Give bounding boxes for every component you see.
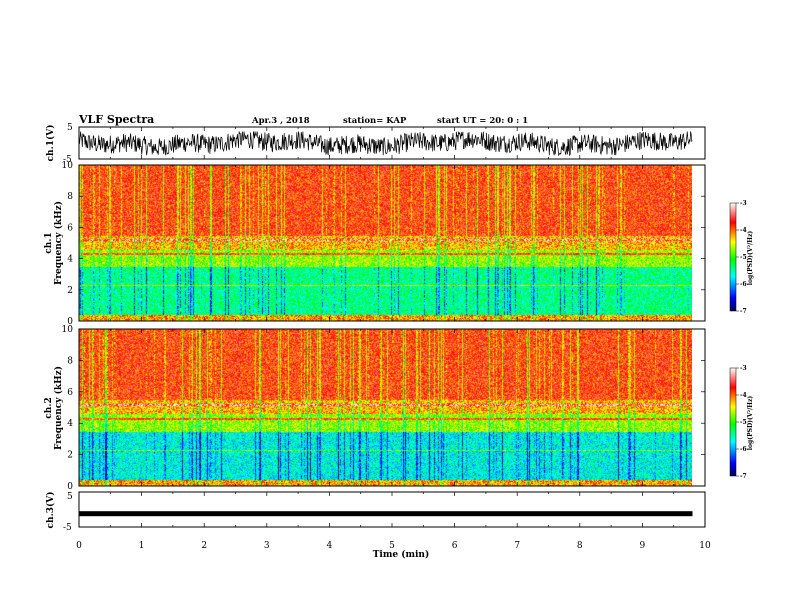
ch2-colorbar-label: log(PSD)(V²/Hz) (747, 396, 754, 451)
colorbar-tick-label: -3 (740, 200, 747, 207)
ch1-waveform-panel: 5 -5 ch.1(V) (45, 123, 706, 165)
spectrogram-raster (79, 329, 692, 486)
y-tick-label: 8 (67, 356, 73, 366)
spectrogram-raster (79, 165, 692, 321)
ch1-ytick-top: 5 (67, 123, 73, 133)
station-label: station= KAP (343, 116, 407, 126)
x-tick-label: 0 (76, 541, 82, 551)
figure-title: VLF Spectra (78, 113, 154, 126)
y-tick-label: 0 (67, 482, 73, 492)
ch1-spectrogram-ylabel-freq: Frequency (kHz) (53, 201, 64, 285)
y-tick-label: 6 (67, 223, 73, 233)
y-tick-label: 10 (62, 161, 74, 171)
ch2-spectrogram-image (79, 329, 692, 486)
colorbar-tick-label: -4 (740, 392, 747, 399)
ch1-spectrogram-panel: 0 2 4 6 8 10 ch.1 Frequency (kHz) (44, 161, 706, 327)
x-tick-label: 5 (389, 541, 395, 551)
ch3-ytick-top: 5 (67, 492, 73, 502)
x-tick-label: 8 (577, 541, 583, 551)
x-tick-label: 7 (514, 541, 520, 551)
x-tick-label: 9 (640, 541, 646, 551)
y-tick-label: 4 (67, 255, 73, 265)
ch2-colorbar-scale (729, 367, 737, 477)
x-tick-label: 3 (264, 541, 270, 551)
colorbar-tick-label: -5 (740, 419, 747, 426)
ch1-colorbar-label: log(PSD)(V²/Hz) (747, 231, 754, 286)
ch1-ytick-bottom: -5 (63, 155, 72, 165)
x-tick-label: 10 (699, 541, 711, 551)
ch2-colorbar: -3 -4 -5 -6 -7 log(PSD)(V²/Hz) (729, 365, 754, 480)
ch1-colorbar: -3 -4 -5 -6 -7 log(PSD)(V²/Hz) (729, 200, 754, 315)
ch1-spectrogram-ylabel-ch: ch.1 (44, 232, 54, 253)
colorbar-tick-label: -7 (740, 308, 747, 315)
ch1-waveform-line (78, 131, 693, 157)
ch1-colorbar-scale (729, 202, 737, 312)
y-tick-label: 10 (62, 325, 74, 335)
ch2-spectrogram-panel: 0 2 4 6 8 10 ch.2 Frequency (kHz) (44, 325, 706, 492)
ch3-ytick-bottom: -5 (63, 523, 72, 533)
ch3-waveform-panel: 5 -5 ch.3(V) 0 1 2 3 4 5 6 7 8 9 10 Time (min) (45, 491, 711, 560)
y-tick-label: 0 (67, 317, 73, 327)
colorbar-tick-label: -6 (740, 446, 747, 453)
ch3-waveform-ylabel: ch.3(V) (45, 492, 56, 529)
x-tick-label: 2 (201, 541, 207, 551)
ch1-waveform-ylabel: ch.1(V) (45, 125, 56, 162)
colorbar-tick-label: -4 (740, 227, 747, 234)
date-label: Apr.3 , 2018 (251, 116, 310, 126)
x-tick-label: 4 (327, 541, 333, 551)
ch2-spectrogram-ylabel-ch: ch.2 (44, 397, 54, 418)
y-tick-label: 2 (67, 451, 73, 461)
y-tick-label: 8 (67, 192, 73, 202)
ch1-spectrogram-image (79, 165, 692, 321)
y-tick-label: 6 (67, 388, 73, 398)
x-axis-label: Time (min) (373, 549, 430, 560)
colorbar-tick-label: -7 (740, 473, 747, 480)
colorbar-tick-label: -6 (740, 281, 747, 288)
ch3-waveform-line (79, 511, 693, 517)
colorbar-tick-label: -3 (740, 365, 747, 372)
colorbar-tick-label: -5 (740, 254, 747, 261)
ch2-spectrogram-ylabel-freq: Frequency (kHz) (53, 366, 64, 450)
x-tick-label: 1 (139, 541, 145, 551)
start-time-label: start UT = 20: 0 : 1 (437, 116, 528, 126)
ch3-waveform-frame (78, 491, 706, 528)
y-tick-label: 4 (67, 419, 73, 429)
x-tick-label: 6 (452, 541, 458, 551)
y-tick-label: 2 (67, 286, 73, 296)
